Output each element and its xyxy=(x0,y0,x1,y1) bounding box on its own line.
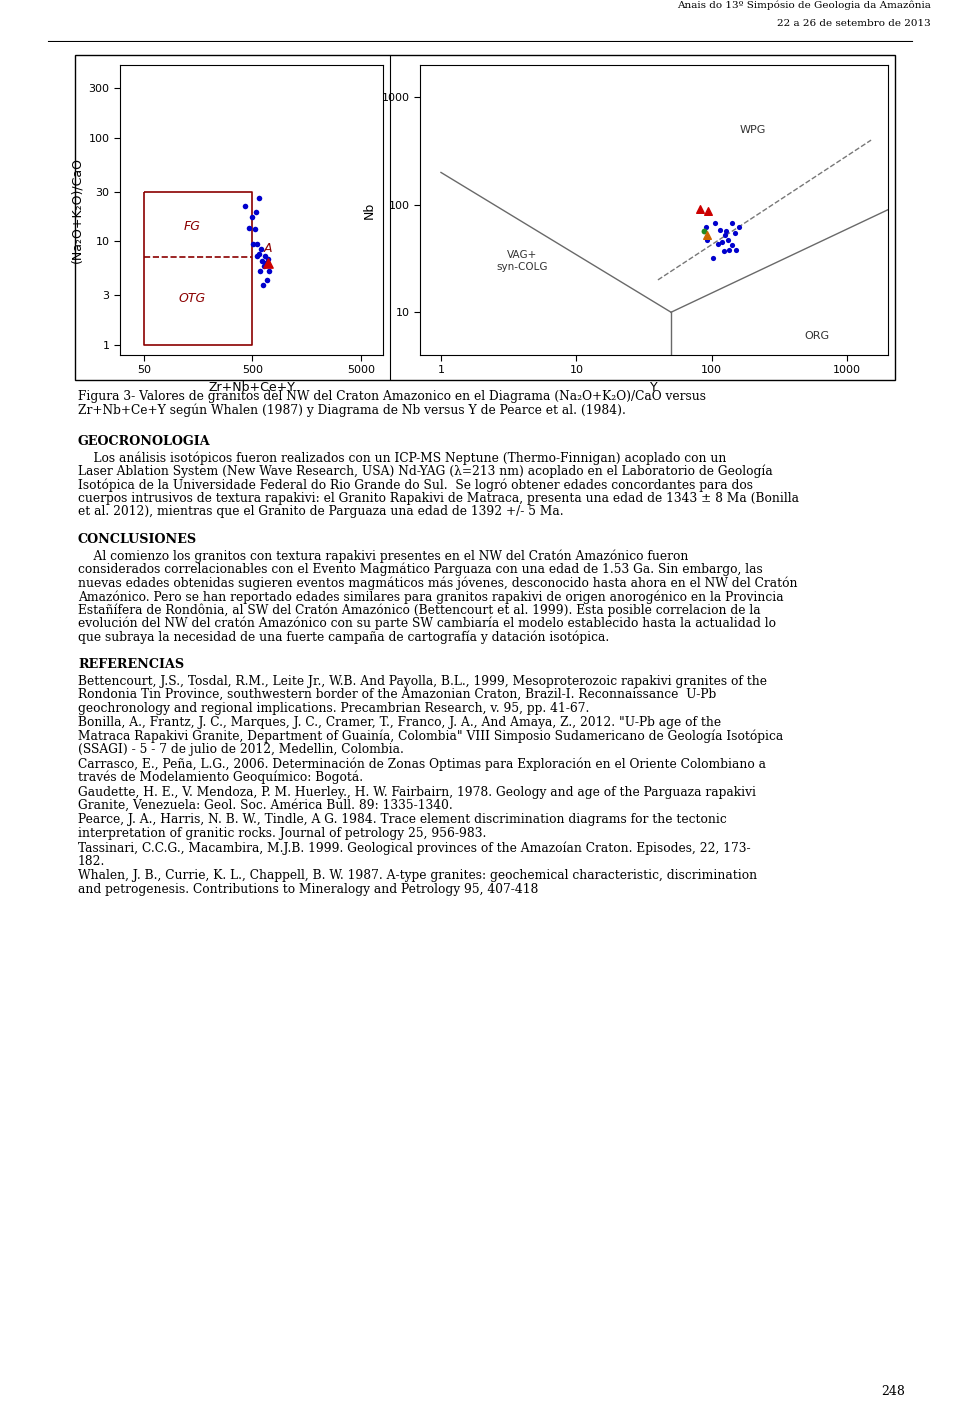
Text: WPG: WPG xyxy=(739,124,766,135)
Text: Pearce, J. A., Harris, N. B. W., Tindle, A G. 1984. Trace element discrimination: Pearce, J. A., Harris, N. B. W., Tindle,… xyxy=(78,814,727,826)
Y-axis label: Nb: Nb xyxy=(363,202,376,219)
Text: 22 a 26 de setembro de 2013: 22 a 26 de setembro de 2013 xyxy=(778,18,931,28)
Text: evolución del NW del cratón Amazónico con su parte SW cambiaría el modelo establ: evolución del NW del cratón Amazónico co… xyxy=(78,618,776,630)
Point xyxy=(699,228,714,251)
Point xyxy=(241,216,256,238)
Point xyxy=(722,238,737,261)
Point xyxy=(698,216,713,238)
Text: GEOCRONOLOGIA: GEOCRONOLOGIA xyxy=(78,436,210,448)
Point xyxy=(256,254,272,276)
Point xyxy=(260,247,276,269)
X-axis label: Zr+Nb+Ce+Y: Zr+Nb+Ce+Y xyxy=(208,381,295,393)
Text: 248: 248 xyxy=(881,1385,905,1397)
Text: et al. 2012), mientras que el Granito de Parguaza una edad de 1392 +/- 5 Ma.: et al. 2012), mientras que el Granito de… xyxy=(78,506,564,519)
Text: Granite, Venezuela: Geol. Soc. América Bull. 89: 1335-1340.: Granite, Venezuela: Geol. Soc. América B… xyxy=(78,799,453,812)
Point xyxy=(716,240,732,262)
Text: Bettencourt, J.S., Tosdal, R.M., Leite Jr., W.B. And Payolla, B.L., 1999, Mesopr: Bettencourt, J.S., Tosdal, R.M., Leite J… xyxy=(78,674,767,688)
Point xyxy=(720,228,735,251)
Text: Carrasco, E., Peña, L.G., 2006. Determinación de Zonas Optimas para Exploración : Carrasco, E., Peña, L.G., 2006. Determin… xyxy=(78,757,766,771)
Text: FG: FG xyxy=(184,220,201,233)
Point xyxy=(259,269,275,292)
Point xyxy=(248,219,263,241)
Text: Tassinari, C.C.G., Macambira, M.J.B. 1999. Geological provinces of the Amazoían : Tassinari, C.C.G., Macambira, M.J.B. 199… xyxy=(78,842,751,854)
Text: Al comienzo los granitos con textura rapakivi presentes en el NW del Cratón Amaz: Al comienzo los granitos con textura rap… xyxy=(78,550,688,563)
Text: Bonilla, A., Frantz, J. C., Marques, J. C., Cramer, T., Franco, J. A., And Amaya: Bonilla, A., Frantz, J. C., Marques, J. … xyxy=(78,716,721,729)
Point xyxy=(262,259,277,282)
Text: REFERENCIAS: REFERENCIAS xyxy=(78,658,184,671)
Text: 182.: 182. xyxy=(78,854,106,869)
Text: cuerpos intrusivos de textura rapakivi: el Granito Rapakivi de Matraca, presenta: cuerpos intrusivos de textura rapakivi: … xyxy=(78,492,799,505)
Text: CONCLUSIONES: CONCLUSIONES xyxy=(78,533,197,546)
Point xyxy=(731,216,746,238)
Point xyxy=(257,245,273,268)
Point xyxy=(244,206,259,228)
Text: interpretation of granitic rocks. Journal of petrology 25, 956-983.: interpretation of granitic rocks. Journa… xyxy=(78,828,487,840)
Point xyxy=(245,233,260,255)
Point xyxy=(249,202,264,224)
Point xyxy=(725,212,740,234)
Point xyxy=(706,247,721,269)
Text: Figura 3- Valores de granitos del NW del Craton Amazonico en el Diagrama (Na₂O+K: Figura 3- Valores de granitos del NW del… xyxy=(78,391,706,403)
Text: través de Modelamiento Geoquímico: Bogotá.: través de Modelamiento Geoquímico: Bogot… xyxy=(78,771,363,784)
Point xyxy=(250,233,265,255)
Text: Anais do 13º Simpósio de Geologia da Amazônia: Anais do 13º Simpósio de Geologia da Ama… xyxy=(678,1,931,10)
Text: Isotópica de la Universidade Federal do Rio Grande do Sul.  Se logró obtener eda: Isotópica de la Universidade Federal do … xyxy=(78,478,753,492)
Text: Zr+Nb+Ce+Y según Whalen (1987) y Diagrama de Nb versus Y de Pearce et al. (1984): Zr+Nb+Ce+Y según Whalen (1987) y Diagram… xyxy=(78,403,626,417)
Point xyxy=(699,224,714,247)
Text: Estañífera de Rondônia, al SW del Cratón Amazónico (Bettencourt et al. 1999). Es: Estañífera de Rondônia, al SW del Cratón… xyxy=(78,603,760,618)
Point xyxy=(717,224,732,247)
Point xyxy=(696,220,711,243)
Point xyxy=(719,220,734,243)
Text: considerados correlacionables con el Evento Magmático Parguaza con una edad de 1: considerados correlacionables con el Eve… xyxy=(78,563,763,577)
Text: Laser Ablation System (New Wave Research, USA) Nd-YAG (λ=213 nm) acoplado en el : Laser Ablation System (New Wave Research… xyxy=(78,465,773,478)
Text: A: A xyxy=(264,243,273,255)
Point xyxy=(255,274,271,296)
Text: VAG+
syn-COLG: VAG+ syn-COLG xyxy=(496,250,548,272)
Text: (SSAGI) - 5 - 7 de julio de 2012, Medellin, Colombia.: (SSAGI) - 5 - 7 de julio de 2012, Medell… xyxy=(78,743,404,756)
Point xyxy=(254,250,270,272)
Y-axis label: (Na₂O+K₂O)/CaO: (Na₂O+K₂O)/CaO xyxy=(70,157,83,264)
Point xyxy=(729,238,744,261)
Point xyxy=(725,234,740,257)
Text: nuevas edades obtenidas sugieren eventos magmáticos más jóvenes, desconocido has: nuevas edades obtenidas sugieren eventos… xyxy=(78,577,798,589)
Point xyxy=(712,219,728,241)
Point xyxy=(253,237,269,259)
Text: Los análisis isotópicos fueron realizados con un ICP-MS Neptune (Thermo-Finnigan: Los análisis isotópicos fueron realizado… xyxy=(78,451,727,465)
Point xyxy=(252,243,267,265)
Point xyxy=(707,212,722,234)
Text: ORG: ORG xyxy=(804,331,829,341)
Point xyxy=(714,231,730,254)
X-axis label: Y: Y xyxy=(650,381,658,393)
Text: geochronology and regional implications. Precambrian Research, v. 95, pp. 41-67.: geochronology and regional implications.… xyxy=(78,702,589,715)
Text: and petrogenesis. Contributions to Mineralogy and Petrology 95, 407-418: and petrogenesis. Contributions to Miner… xyxy=(78,883,539,895)
Point xyxy=(238,195,253,217)
Point xyxy=(258,251,274,274)
Point xyxy=(260,251,276,274)
Point xyxy=(252,188,267,210)
Text: Rondonia Tin Province, southwestern border of the Amazonian Craton, Brazil-I. Re: Rondonia Tin Province, southwestern bord… xyxy=(78,688,716,701)
Text: Amazónico. Pero se han reportado edades similares para granitos rapakivi de orig: Amazónico. Pero se han reportado edades … xyxy=(78,589,783,603)
Point xyxy=(710,233,726,255)
Text: Matraca Rapakivi Granite, Department of Guainía, Colombia" VIII Simposio Sudamer: Matraca Rapakivi Granite, Department of … xyxy=(78,729,783,743)
Point xyxy=(250,245,265,268)
Text: Whalen, J. B., Currie, K. L., Chappell, B. W. 1987. A-type granites: geochemical: Whalen, J. B., Currie, K. L., Chappell, … xyxy=(78,870,757,883)
Text: que subraya la necesidad de una fuerte campaña de cartografía y datación isotópi: que subraya la necesidad de una fuerte c… xyxy=(78,630,610,644)
Point xyxy=(252,259,268,282)
Text: OTG: OTG xyxy=(179,292,206,305)
Point xyxy=(692,197,708,220)
Point xyxy=(700,200,715,223)
Point xyxy=(727,221,742,244)
Text: Gaudette, H. E., V. Mendoza, P. M. Huerley., H. W. Fairbairn, 1978. Geology and : Gaudette, H. E., V. Mendoza, P. M. Huerl… xyxy=(78,785,756,798)
